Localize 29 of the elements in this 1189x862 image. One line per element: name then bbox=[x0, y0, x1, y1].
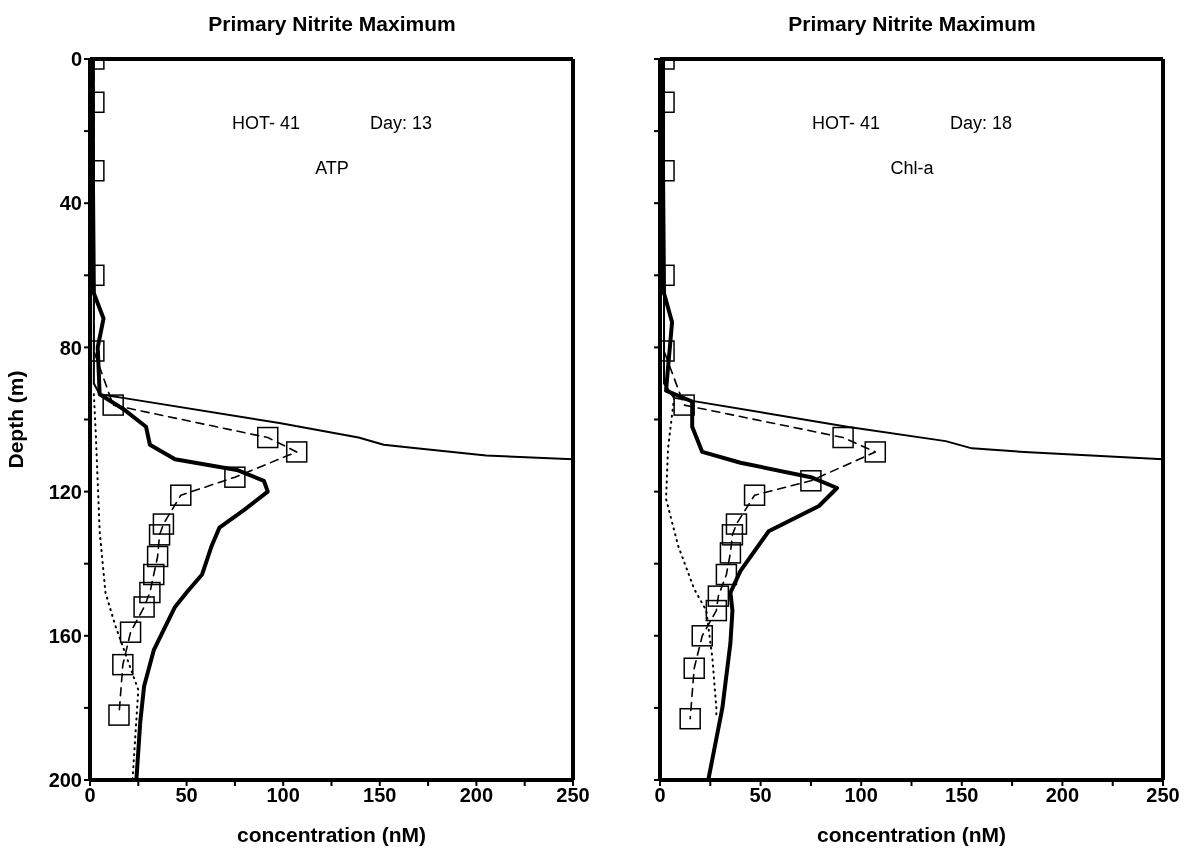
x-tick-label: 150 bbox=[945, 784, 979, 807]
y-axis-title: Depth (m) bbox=[4, 370, 28, 469]
x-tick-label: 50 bbox=[749, 784, 772, 807]
chart-title: Primary Nitrite Maximum bbox=[787, 12, 1037, 36]
annotation: Chl-a bbox=[890, 158, 934, 179]
x-tick-label: 100 bbox=[844, 784, 878, 807]
annotation: HOT- 41 bbox=[811, 113, 880, 134]
x-tick-label: 200 bbox=[1045, 784, 1080, 807]
annotation: HOT- 41 bbox=[231, 113, 300, 134]
x-tick-label: 250 bbox=[1146, 784, 1180, 807]
y-tick-label: 80 bbox=[59, 336, 82, 359]
annotation: Day: 18 bbox=[949, 113, 1013, 134]
annotation: Day: 13 bbox=[369, 113, 433, 134]
x-tick-label: 250 bbox=[556, 784, 590, 807]
x-axis-title: concentration (nM) bbox=[237, 823, 426, 846]
annotation: ATP bbox=[315, 158, 349, 179]
y-tick-label: 160 bbox=[48, 624, 82, 647]
y-tick-label: 40 bbox=[59, 192, 82, 215]
y-tick-label: 120 bbox=[48, 480, 82, 503]
chart-title: Primary Nitrite Maximum bbox=[207, 12, 457, 36]
y-tick-label: 200 bbox=[48, 769, 82, 792]
x-tick-label: 50 bbox=[175, 784, 198, 807]
x-tick-label: 200 bbox=[459, 784, 494, 807]
x-tick-label: 100 bbox=[266, 784, 300, 807]
x-tick-label: 150 bbox=[363, 784, 397, 807]
x-tick-label: 0 bbox=[654, 784, 666, 807]
x-axis-title: concentration (nM) bbox=[817, 823, 1006, 846]
x-tick-label: 0 bbox=[84, 784, 96, 807]
y-tick-label: 0 bbox=[70, 48, 82, 71]
